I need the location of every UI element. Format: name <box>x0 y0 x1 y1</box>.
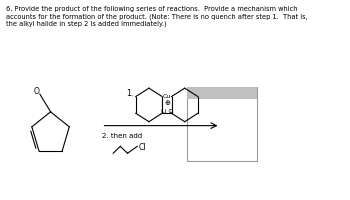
Bar <box>187 88 257 100</box>
Text: 6. Provide the product of the following series of reactions.  Provide a mechanis: 6. Provide the product of the following … <box>6 6 308 27</box>
Text: ⊕: ⊕ <box>164 99 170 105</box>
Text: 2. then add: 2. then add <box>102 132 142 138</box>
Text: Cl: Cl <box>139 142 147 151</box>
Text: Li ⊙: Li ⊙ <box>161 109 173 114</box>
Text: Cu: Cu <box>163 94 171 99</box>
Text: 1.: 1. <box>127 88 134 97</box>
Bar <box>187 88 257 161</box>
Text: O: O <box>33 86 39 95</box>
